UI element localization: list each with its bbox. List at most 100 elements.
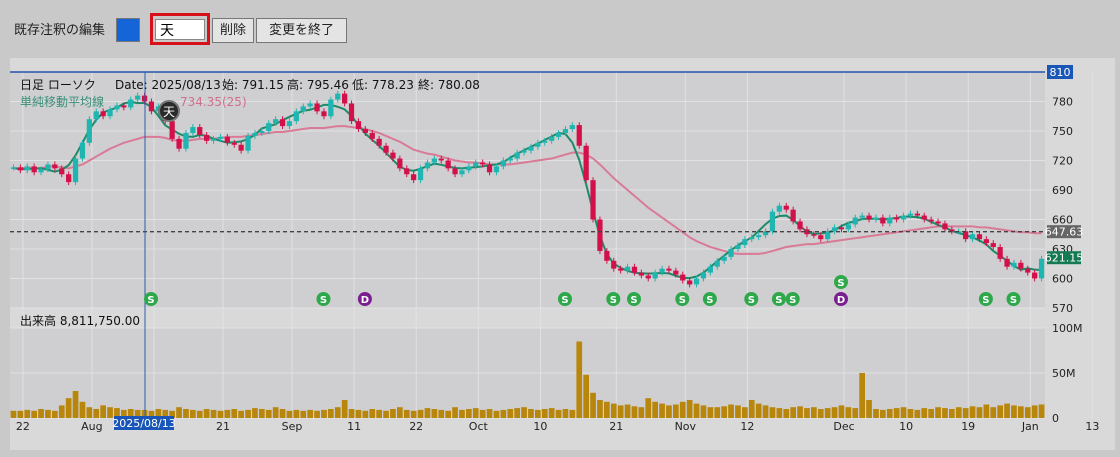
- color-picker-button[interactable]: [116, 18, 140, 42]
- volume-bar: [176, 407, 182, 418]
- split-marker[interactable]: [834, 275, 848, 289]
- candle-body: [438, 158, 444, 161]
- annotation-marker[interactable]: [158, 100, 180, 122]
- split-marker[interactable]: [675, 292, 690, 306]
- volume-bar: [914, 409, 921, 418]
- candle-body: [618, 268, 624, 271]
- date-tick-label: Sep: [282, 420, 303, 433]
- volume-bar: [742, 407, 748, 418]
- delete-button[interactable]: 削除: [212, 18, 254, 43]
- volume-bar: [369, 409, 376, 418]
- highlight-box: [150, 13, 210, 45]
- volume-bar: [472, 408, 479, 418]
- split-marker[interactable]: [144, 292, 158, 306]
- volume-bar: [866, 400, 872, 418]
- candle-body: [873, 217, 879, 220]
- candle-body: [390, 152, 396, 159]
- volume-bar: [479, 409, 486, 418]
- split-marker[interactable]: [744, 292, 759, 306]
- volume-bar: [886, 409, 893, 418]
- candle-body: [611, 260, 617, 269]
- candle-body: [335, 93, 341, 100]
- event-markers: S S D S S S S S S S SSD S S: [144, 275, 1021, 306]
- candle-body: [921, 215, 927, 220]
- volume-bar: [328, 409, 334, 418]
- volume-bar: [376, 409, 382, 418]
- split-marker[interactable]: [785, 292, 800, 306]
- dividend-marker[interactable]: [357, 292, 372, 306]
- candle-body: [369, 132, 375, 139]
- split-marker[interactable]: [702, 292, 717, 306]
- annotation-text-input[interactable]: [155, 19, 205, 40]
- candle-body: [38, 169, 44, 173]
- candle-body: [866, 215, 872, 220]
- candle-body: [417, 168, 424, 181]
- candle-body: [831, 227, 838, 232]
- split-marker[interactable]: [606, 292, 621, 306]
- split-marker[interactable]: [978, 292, 993, 306]
- split-marker[interactable]: [627, 292, 641, 306]
- candle-body: [721, 256, 727, 261]
- volume-bar: [507, 409, 514, 418]
- candle-body: [1038, 258, 1045, 279]
- volume-bar: [528, 409, 534, 418]
- candle-body: [880, 217, 886, 224]
- candle-body: [204, 134, 210, 141]
- volume-bar: [121, 409, 127, 418]
- candle-body: [707, 266, 713, 273]
- date-tick-label: 13: [1085, 420, 1099, 433]
- volume-bar: [238, 410, 244, 418]
- candle-body: [328, 99, 334, 117]
- candle-body: [818, 235, 824, 240]
- dividend-marker[interactable]: [834, 292, 848, 306]
- volume-bar: [210, 409, 217, 418]
- volume-bar: [969, 406, 976, 418]
- candle-body: [687, 280, 693, 285]
- split-marker[interactable]: [771, 292, 786, 306]
- volume-bar: [569, 409, 576, 418]
- candle-body: [790, 209, 796, 222]
- candle-body: [445, 160, 451, 169]
- volume-bar: [1011, 405, 1017, 418]
- candle-body: [638, 272, 644, 276]
- volume-bar: [873, 409, 879, 418]
- volume-bar: [203, 409, 210, 418]
- candle-body: [197, 127, 203, 135]
- candle-body: [562, 129, 569, 133]
- volume-bar: [824, 408, 831, 418]
- volume-bar: [617, 405, 624, 418]
- split-marker[interactable]: [558, 292, 572, 306]
- volume-bar: [65, 398, 72, 418]
- volume-bar: [535, 409, 541, 418]
- crosshair-date-tag: [114, 416, 174, 430]
- candle-body: [314, 103, 320, 112]
- volume-bar: [1024, 407, 1031, 418]
- volume-bar: [445, 410, 451, 418]
- candle-body: [521, 150, 527, 153]
- finish-edit-button[interactable]: 変更を終了: [256, 18, 347, 43]
- top-value-tag-text: 810: [1050, 66, 1071, 79]
- price-volume-chart[interactable]: S S D S S S S S S S SSD S S 570600630660690720750780…: [10, 58, 1115, 450]
- volume-bar: [162, 409, 169, 418]
- volume-bar: [493, 410, 500, 418]
- volume-bar: [962, 408, 969, 418]
- candle-body: [680, 274, 686, 281]
- candle-body: [783, 205, 789, 210]
- candle-body: [72, 158, 79, 183]
- volume-bar: [776, 408, 783, 418]
- volume-bar: [949, 409, 955, 418]
- split-marker[interactable]: [316, 292, 331, 306]
- ohlc-high: 高: 795.46: [287, 77, 349, 92]
- candle-body: [148, 101, 155, 112]
- candle-body: [10, 167, 17, 169]
- volume-bar: [452, 407, 458, 418]
- candle-body: [555, 132, 562, 137]
- event-marker-label: S: [748, 295, 755, 306]
- volume-bar: [403, 409, 410, 418]
- split-marker[interactable]: [1006, 292, 1021, 306]
- price-tick-label: 570: [1052, 302, 1073, 315]
- candle-body: [100, 111, 106, 117]
- event-marker-label: S: [320, 295, 327, 306]
- last-price-tag-text: 647.63: [1045, 226, 1084, 239]
- volume-bar: [942, 408, 948, 418]
